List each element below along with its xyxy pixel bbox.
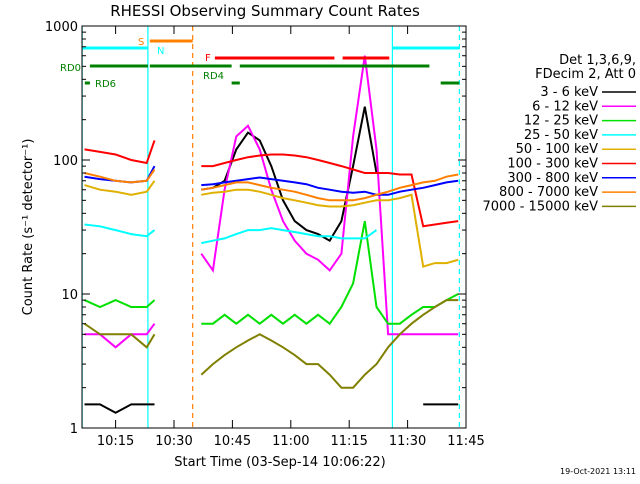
series-line xyxy=(84,140,459,228)
flag-label: F xyxy=(205,53,211,64)
legend-label: 7000 - 15000 keV xyxy=(483,199,599,214)
legend-label: 50 - 100 keV xyxy=(516,142,599,157)
flag-label: RD0 xyxy=(60,63,81,74)
y-tick-label: 1000 xyxy=(45,20,78,35)
series-line xyxy=(84,223,378,245)
legend-label: 300 - 800 keV xyxy=(507,171,598,186)
plot-frame xyxy=(81,25,467,429)
series-line xyxy=(84,106,459,414)
legend-label: 12 - 25 keV xyxy=(524,114,598,129)
legend-label: 6 - 12 keV xyxy=(532,99,598,114)
series-line xyxy=(84,168,459,202)
x-tick-label: 10:15 xyxy=(97,434,134,449)
flag-label: RD6 xyxy=(95,79,116,90)
legend-label: 25 - 50 keV xyxy=(524,128,598,143)
x-tick-label: 10:30 xyxy=(155,434,192,449)
flag-label: N xyxy=(157,46,164,57)
legend-label: 3 - 6 keV xyxy=(540,85,598,100)
series-line xyxy=(84,55,459,349)
chart-title: RHESSI Observing Summary Count Rates xyxy=(110,2,420,20)
flag-label: S xyxy=(138,37,144,48)
series-line xyxy=(83,299,459,389)
y-tick-label: 1 xyxy=(70,422,78,437)
x-axis-label: Start Time (03-Sep-14 10:06:22) xyxy=(174,455,385,470)
x-tick-label: 11:30 xyxy=(389,434,426,449)
legend-label: 100 - 300 keV xyxy=(507,157,598,172)
legend-label: 800 - 7000 keV xyxy=(499,185,598,200)
y-axis-label: Count Rate (s⁻¹ detector⁻¹) xyxy=(21,139,36,316)
timestamp: 19-Oct-2021 13:11 xyxy=(560,467,636,476)
x-tick-label: 11:15 xyxy=(330,434,367,449)
series-line xyxy=(84,220,459,326)
series-line xyxy=(84,180,459,268)
x-tick-label: 11:45 xyxy=(447,434,484,449)
flag-label: RD4 xyxy=(203,71,224,82)
legend-header: Det 1,3,6,9, xyxy=(559,53,636,68)
x-tick-label: 11:00 xyxy=(272,434,309,449)
legend-header: FDecim 2, Att 0 xyxy=(535,67,636,82)
y-tick-label: 100 xyxy=(53,154,78,169)
x-tick-label: 10:45 xyxy=(214,434,251,449)
y-tick-label: 10 xyxy=(61,288,78,303)
